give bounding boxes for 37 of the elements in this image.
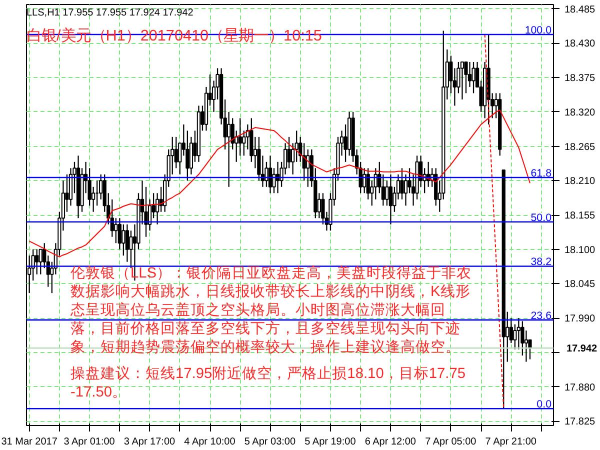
y-tick-label: 18.375 bbox=[564, 73, 596, 84]
annotation: LLS,H1 17.955 17.955 17.924 17.942 bbox=[26, 8, 194, 18]
y-tick-label: 18.045 bbox=[564, 279, 596, 290]
y-tick-label: 18.265 bbox=[564, 142, 596, 153]
x-tick-label: 3 Apr 17:00 bbox=[124, 436, 176, 448]
x-tick-label: 4 Apr 10:00 bbox=[184, 436, 236, 448]
x-tick-label: 3 Apr 01:00 bbox=[64, 436, 116, 448]
x-tick-label: 31 Mar 2017 bbox=[1, 436, 58, 448]
y-tick-label: 17.880 bbox=[564, 382, 596, 394]
annotation: 象，短期趋势震荡偏空的概率较大，操作上建议逢高做空。 bbox=[70, 338, 460, 356]
annotation: 100.0 bbox=[524, 24, 552, 36]
x-tick-label: 7 Apr 21:00 bbox=[485, 436, 537, 448]
y-tick-label: 18.430 bbox=[564, 38, 596, 50]
annotation: 操盘建议：短线17.95附近做空，严格止损18.10，目标17.75 bbox=[70, 365, 466, 382]
ref-line-label: 17.942 bbox=[566, 344, 598, 355]
annotation: 61.8 bbox=[530, 168, 552, 180]
candlestick bbox=[524, 330, 528, 362]
x-tick-label: 5 Apr 19:00 bbox=[304, 436, 356, 448]
text: 0.0 bbox=[536, 398, 552, 411]
annotation: 数据影响大幅跳水，日线报收带较长上影线的中阴线，K线形 bbox=[70, 283, 470, 300]
y-tick-label: 18.210 bbox=[564, 176, 596, 188]
x-tick-label: 5 Apr 03:00 bbox=[244, 436, 296, 448]
annotation: -17.50。 bbox=[70, 384, 128, 400]
annotation: 50.0 bbox=[530, 212, 552, 224]
y-tick-label: 18.100 bbox=[564, 244, 596, 256]
annotation: 38.2 bbox=[530, 256, 552, 268]
annotation: 落，目前价格回落至多空线下方，且多空线呈现勾头向下迹 bbox=[70, 320, 460, 337]
y-tick-label: 18.320 bbox=[564, 107, 596, 118]
annotation: 态呈现高位乌云盖顶之空头格局。小时图高位滞涨大幅回 bbox=[70, 302, 446, 318]
y-tick-label: 17.825 bbox=[564, 416, 596, 428]
annotation: 23.6 bbox=[530, 310, 552, 322]
y-tick-label: 18.485 bbox=[564, 4, 596, 16]
x-tick-label: 6 Apr 12:00 bbox=[364, 436, 416, 448]
candlestick bbox=[460, 61, 464, 100]
x-tick-label: 7 Apr 05:00 bbox=[425, 436, 477, 448]
y-tick-label: 17.990 bbox=[564, 314, 596, 325]
y-tick-label: 18.155 bbox=[564, 210, 596, 222]
